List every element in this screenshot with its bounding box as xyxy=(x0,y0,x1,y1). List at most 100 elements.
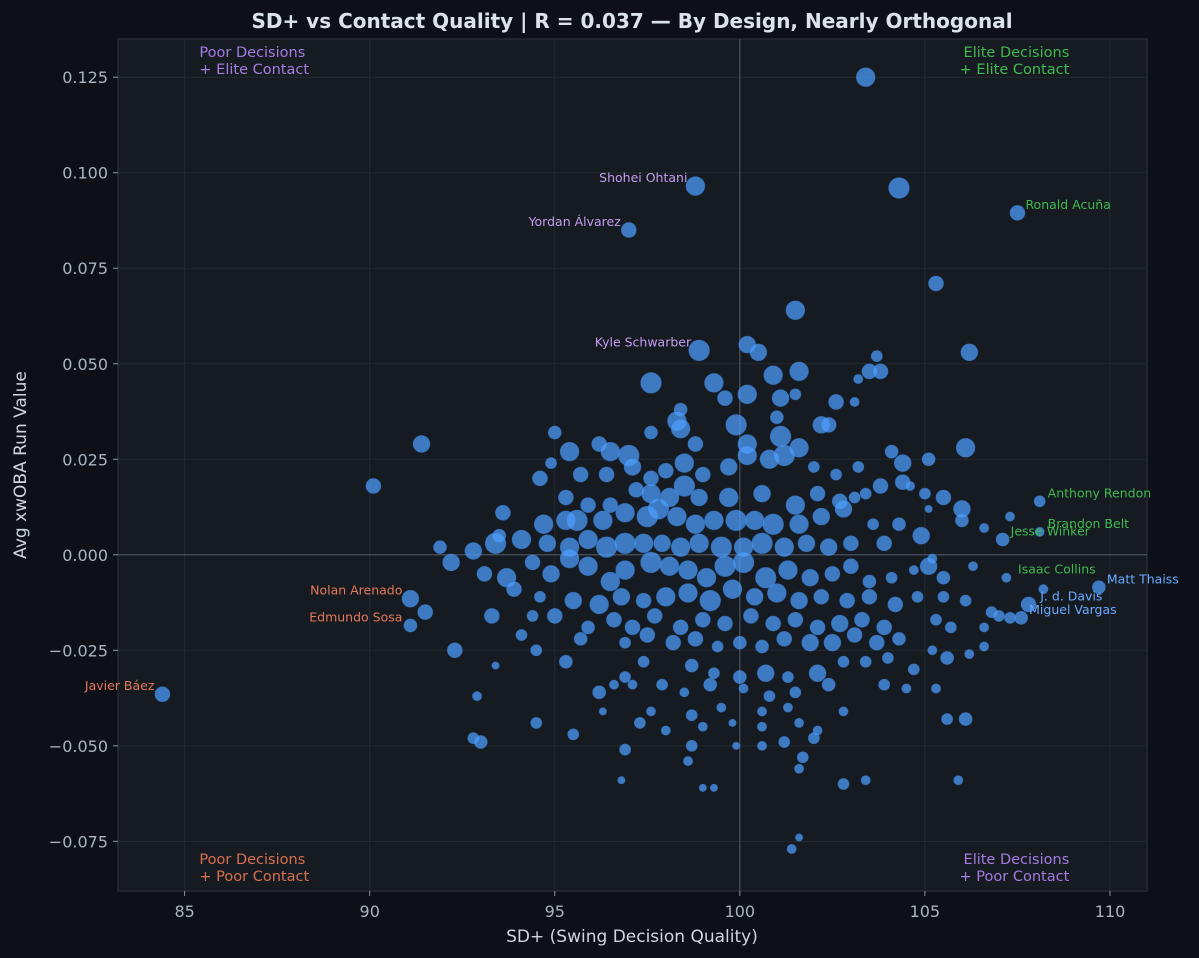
data-point xyxy=(684,658,699,673)
data-point xyxy=(725,509,747,532)
data-point xyxy=(940,650,955,665)
data-point xyxy=(958,712,973,727)
data-point xyxy=(979,641,990,652)
data-point xyxy=(862,574,877,589)
data-point xyxy=(704,510,724,531)
data-point xyxy=(640,372,662,394)
axis-ticks: 85 90 95 100 105 110 −0.075 −0.050 −0.025 0.000 0.… xyxy=(49,68,1125,921)
quadrant-label-line: + Elite Contact xyxy=(199,62,309,78)
data-point xyxy=(696,567,717,588)
data-point xyxy=(1034,526,1045,537)
data-point xyxy=(837,655,850,668)
data-point xyxy=(955,438,976,458)
data-point xyxy=(908,565,919,576)
data-point xyxy=(732,551,755,574)
data-point xyxy=(699,589,721,612)
quadrant-label-top-right: Elite Decisions + Elite Contact xyxy=(960,45,1070,78)
data-point xyxy=(559,548,580,569)
data-point xyxy=(743,608,759,624)
data-point xyxy=(623,458,642,476)
data-point xyxy=(533,590,546,603)
data-point xyxy=(670,418,691,439)
data-point xyxy=(867,518,880,531)
data-point xyxy=(823,633,842,652)
data-point xyxy=(744,510,765,531)
data-point xyxy=(442,553,460,572)
data-point xyxy=(711,640,724,653)
data-point xyxy=(547,425,562,440)
data-point xyxy=(697,721,708,732)
data-point xyxy=(953,775,964,786)
data-point xyxy=(573,631,588,646)
x-tick-label: 110 xyxy=(1095,902,1126,921)
data-point xyxy=(1038,584,1049,595)
data-point xyxy=(403,618,418,633)
data-point xyxy=(854,611,870,628)
data-point xyxy=(526,609,539,622)
data-point xyxy=(637,655,650,668)
data-point xyxy=(967,561,979,572)
data-point xyxy=(992,609,1005,622)
data-point xyxy=(694,611,711,628)
x-tick-label: 85 xyxy=(174,902,194,921)
data-point xyxy=(771,389,790,407)
data-point xyxy=(786,843,797,855)
data-point xyxy=(859,655,872,668)
data-point xyxy=(546,608,563,624)
data-point xyxy=(876,619,893,636)
data-point xyxy=(606,611,622,628)
y-tick-label: 0.075 xyxy=(62,259,108,278)
data-point xyxy=(559,441,580,462)
data-point xyxy=(685,709,698,722)
data-point xyxy=(640,551,662,574)
data-point xyxy=(667,506,687,527)
data-point xyxy=(789,361,809,382)
data-point xyxy=(567,728,580,741)
data-point xyxy=(645,706,657,717)
data-point xyxy=(846,627,863,643)
data-point xyxy=(483,608,500,624)
quadrant-label-line: + Elite Contact xyxy=(960,62,1070,78)
data-point xyxy=(930,613,943,626)
y-tick-label: 0.125 xyxy=(62,68,108,87)
data-point xyxy=(807,460,820,473)
data-point xyxy=(595,536,618,558)
data-point xyxy=(959,594,972,607)
data-point xyxy=(995,532,1010,547)
data-point xyxy=(872,478,889,494)
chart-title: SD+ vs Contact Quality | R = 0.037 — By … xyxy=(251,9,1012,33)
data-point xyxy=(687,630,704,647)
data-point xyxy=(580,497,596,514)
data-point xyxy=(619,671,632,684)
data-point xyxy=(617,776,626,785)
data-point xyxy=(905,480,916,492)
data-point xyxy=(703,677,718,692)
data-point xyxy=(921,452,936,467)
player-annotation: J. d. Davis xyxy=(1039,588,1102,603)
quadrant-label-top-left: Poor Decisions + Elite Contact xyxy=(199,45,309,78)
data-point xyxy=(878,678,891,691)
data-point xyxy=(801,568,820,587)
data-point xyxy=(707,667,720,680)
data-point xyxy=(639,627,656,643)
data-point xyxy=(936,570,951,585)
data-point xyxy=(558,654,573,669)
data-point xyxy=(619,743,632,756)
quadrant-label-line: Poor Decisions xyxy=(199,45,305,61)
data-point xyxy=(812,507,831,526)
data-point xyxy=(755,566,777,589)
data-point xyxy=(787,611,804,628)
player-annotation: Matt Thaiss xyxy=(1107,571,1179,586)
player-annotation: Brandon Belt xyxy=(1048,516,1130,531)
data-point xyxy=(1004,611,1017,624)
player-annotation: Kyle Schwarber xyxy=(595,334,692,349)
data-point xyxy=(855,67,876,88)
quadrant-label-line: Poor Decisions xyxy=(199,852,305,868)
data-point xyxy=(755,639,770,654)
data-point xyxy=(589,594,609,615)
data-point xyxy=(674,453,695,473)
data-point xyxy=(660,725,671,736)
data-point xyxy=(491,661,500,670)
data-point xyxy=(785,300,806,321)
x-tick-label: 90 xyxy=(360,902,380,921)
